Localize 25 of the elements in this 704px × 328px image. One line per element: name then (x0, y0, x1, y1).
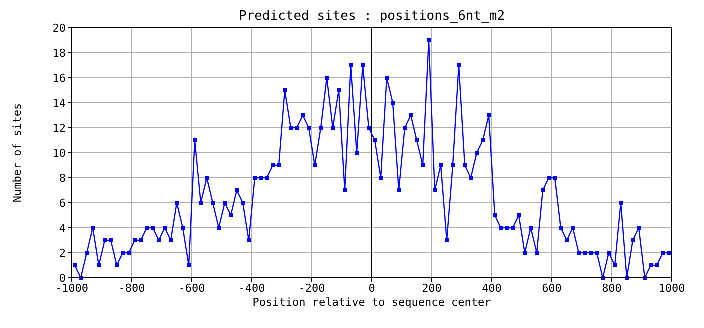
y-tick-label: 6 (59, 197, 66, 210)
y-tick-label: 18 (52, 47, 66, 60)
x-tick-label: -800 (118, 282, 146, 295)
x-tick-label: 0 (368, 282, 376, 295)
x-tick-label: 400 (482, 282, 502, 295)
x-tick-label: -200 (298, 282, 326, 295)
y-tick-label: 10 (52, 147, 66, 160)
y-axis-title: Number of sites (11, 103, 24, 203)
x-tick-label: -600 (178, 282, 206, 295)
x-tick-label: -1000 (55, 282, 89, 295)
x-tick-label: -400 (238, 282, 266, 295)
y-tick-label: 4 (59, 222, 66, 235)
x-axis-title: Position relative to sequence center (252, 296, 492, 309)
y-tick-label: 20 (52, 22, 66, 35)
y-tick-label: 8 (59, 172, 66, 185)
x-tick-label: 800 (602, 282, 622, 295)
y-tick-label: 2 (59, 247, 66, 260)
x-tick-label: 200 (422, 282, 442, 295)
y-tick-label: 14 (52, 97, 66, 110)
y-tick-label: 16 (52, 72, 66, 85)
x-tick-label: 1000 (658, 282, 686, 295)
y-tick-label: 0 (59, 272, 66, 285)
chart-title: Predicted sites : positions_6nt_m2 (238, 9, 506, 24)
x-tick-label: 600 (542, 282, 562, 295)
y-tick-label: 12 (52, 122, 66, 135)
